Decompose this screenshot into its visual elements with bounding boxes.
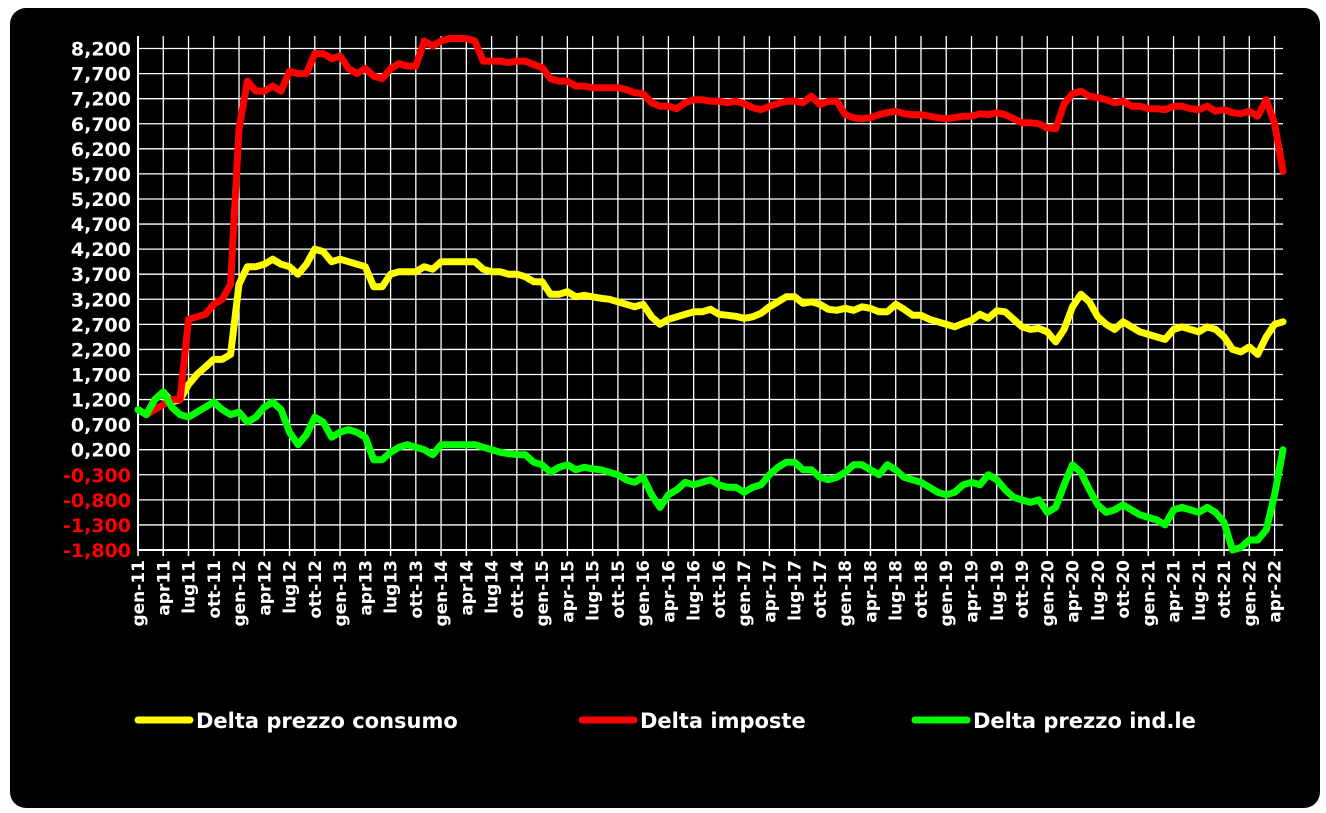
x-tick-label: ott-13 [407,560,427,619]
series-line-consumo [134,245,1287,419]
x-axis-ticks: gen-11 apr11 lug11 ott-11 gen-12 apr12 lug12 ot… [129,560,1286,627]
grid [137,36,1283,551]
y-tick-label: 1,200 [71,390,131,412]
x-tick-label: ott-16 [710,560,730,619]
x-tick-label: lug-16 [685,560,705,621]
x-tick-label: apr-22 [1266,560,1286,623]
series-lines [134,35,1287,554]
y-tick-label: 1,700 [71,364,131,386]
y-tick-label: 3,200 [71,289,131,311]
x-tick-label: lug-20 [1089,560,1109,621]
y-tick-label: 2,200 [71,339,131,361]
x-tick-label: lug13 [382,560,402,614]
x-tick-label: apr-15 [558,560,578,623]
y-tick-label: 5,200 [71,189,131,211]
x-tick-label: ott-21 [1215,560,1235,619]
x-tick-label: ott-20 [1114,560,1134,619]
legend-label-consumo: Delta prezzo consumo [196,709,458,733]
x-tick-label: gen-11 [129,560,149,627]
x-tick-label: lug-15 [584,560,604,621]
x-tick-label: lug11 [180,560,200,614]
x-tick-label: ott-15 [609,560,629,619]
y-tick-label: 3,700 [71,264,131,286]
x-tick-label: gen-16 [634,560,654,627]
x-tick-label: gen-22 [1240,560,1260,627]
x-tick-label: apr-16 [659,560,679,623]
x-tick-label: apr-21 [1165,560,1185,623]
x-tick-label: gen-13 [331,560,351,627]
y-tick-label: 6,700 [71,114,131,136]
y-axis-ticks: 8,200 7,700 7,200 6,700 6,200 5,700 5,200 4,700… [63,39,131,562]
x-tick-label: ott-17 [811,560,831,619]
y-tick-label: 4,700 [71,214,131,236]
x-tick-label: gen-14 [432,560,452,627]
y-tick-label: -0,300 [63,465,131,487]
x-tick-label: ott-19 [1013,560,1033,619]
chart-frame [10,8,1320,808]
x-tick-label: gen-18 [836,560,856,627]
y-tick-label: 0,700 [71,415,131,437]
legend-label-imposte: Delta imposte [640,709,806,733]
x-tick-label: apr11 [154,560,174,616]
x-tick-label: apr14 [457,560,477,616]
x-tick-label: lug12 [281,560,301,614]
x-tick-label: apr-20 [1064,560,1084,623]
x-tick-label: lug-17 [786,560,806,621]
x-tick-label: ott-12 [306,560,326,619]
y-tick-label: 7,700 [71,64,131,86]
x-tick-label: ott-18 [912,560,932,619]
x-tick-label: apr12 [255,560,275,616]
y-tick-label: -0,800 [63,490,131,512]
x-tick-label: gen-12 [230,560,250,627]
legend-item-imposte: Delta imposte [578,709,806,733]
legend: Delta prezzo consumo Delta imposte Delta… [134,709,1196,733]
legend-label-industriale: Delta prezzo ind.le [973,709,1196,733]
y-tick-label: 8,200 [71,39,131,61]
legend-item-consumo: Delta prezzo consumo [134,709,458,733]
x-tick-label: lug-18 [887,560,907,621]
axes [137,36,1283,556]
x-tick-label: gen-19 [937,560,957,627]
y-tick-label: 4,200 [71,239,131,261]
y-tick-label: 5,700 [71,164,131,186]
y-tick-label: 6,200 [71,139,131,161]
x-tick-label: apr-17 [760,560,780,623]
x-tick-label: ott-14 [508,560,528,619]
y-tick-label: 2,700 [71,314,131,336]
y-tick-label: 0,200 [71,440,131,462]
x-tick-label: gen-17 [735,560,755,627]
x-tick-label: gen-20 [1038,560,1058,627]
legend-item-industriale: Delta prezzo ind.le [911,709,1196,733]
y-tick-label: -1,300 [63,515,131,537]
x-tick-label: lug14 [483,560,503,614]
y-tick-label: -1,800 [63,540,131,562]
y-tick-label: 7,200 [71,89,131,111]
series-line-imposte [134,35,1287,419]
x-tick-label: lug-21 [1190,560,1210,621]
x-tick-label: apr-18 [861,560,881,623]
x-tick-label: apr13 [356,560,376,616]
series-line-industriale [134,388,1287,554]
x-tick-label: gen-15 [533,560,553,627]
x-tick-label: lug-19 [988,560,1008,621]
x-tick-label: apr-19 [962,560,982,623]
x-tick-label: ott-11 [205,560,225,619]
x-tick-label: gen-21 [1139,560,1159,627]
